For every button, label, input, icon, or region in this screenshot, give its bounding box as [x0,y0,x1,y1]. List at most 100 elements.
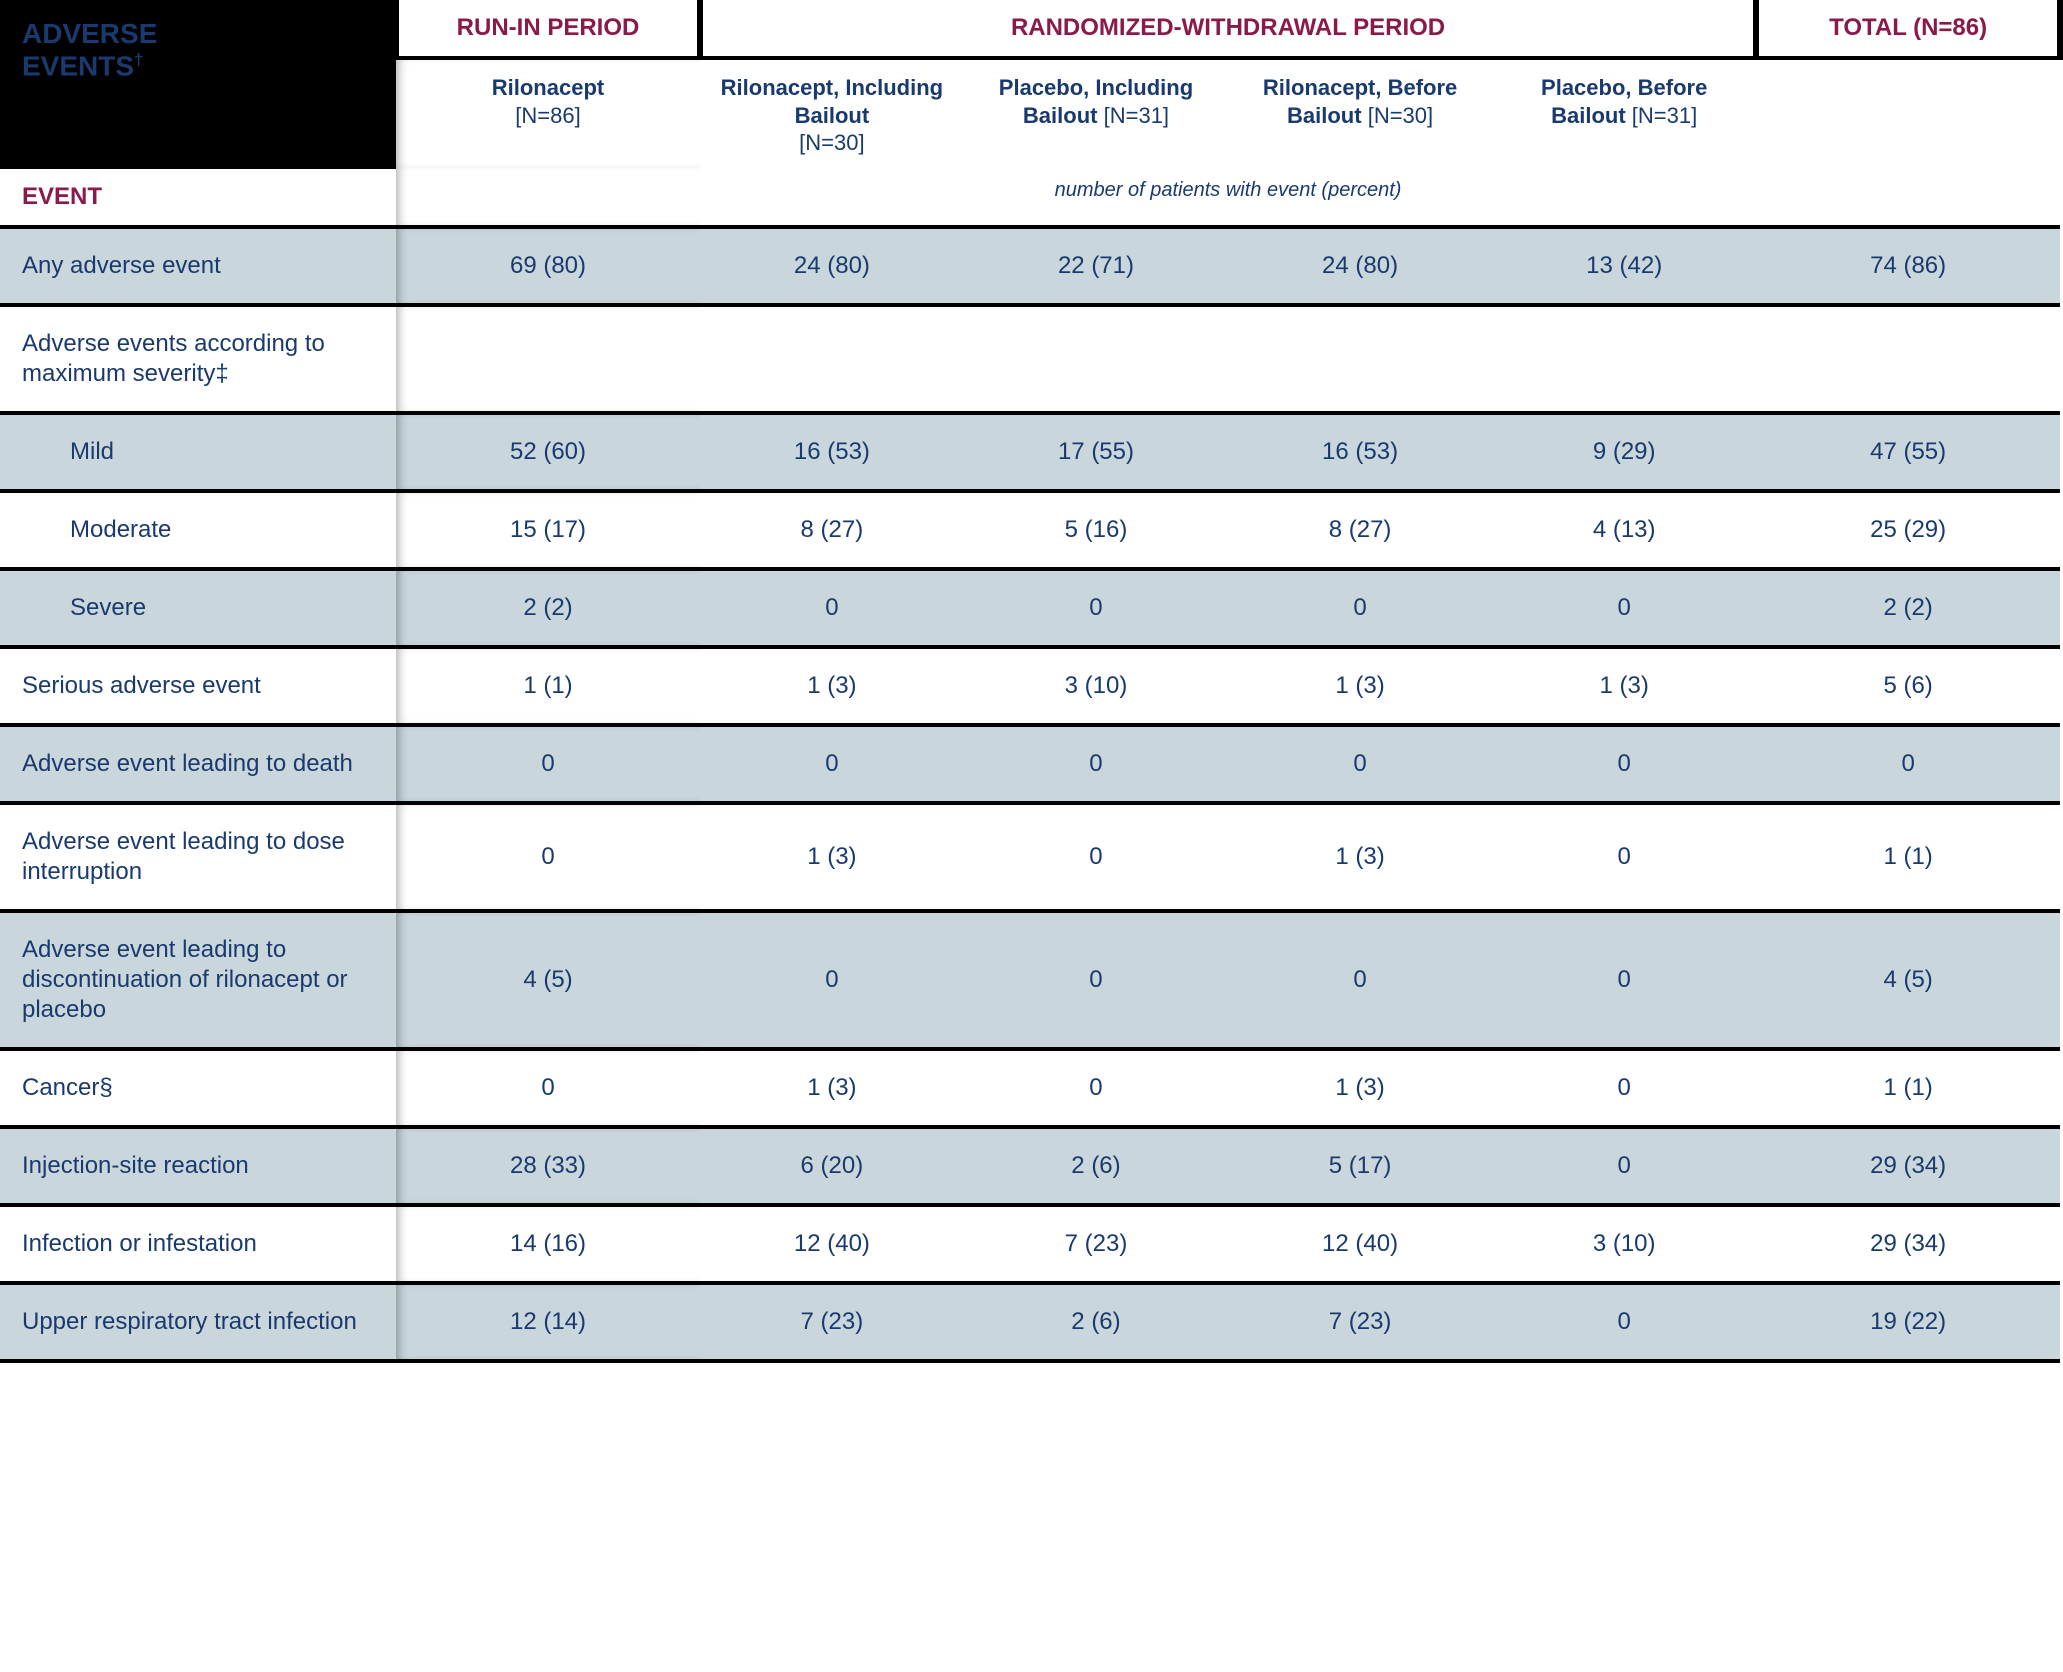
cell-value: 0 [1492,1049,1756,1127]
cell-value: 1 (1) [1756,1049,2060,1127]
table-title: ADVERSE EVENTS† [0,0,396,167]
table-header: ADVERSE EVENTS† RUN-IN PERIOD RANDOMIZED… [0,0,2060,227]
subheader-1: Rilonacept, Including Bailout[N=30] [700,58,964,167]
cell-value: 22 (71) [964,227,1228,305]
cell-value: 19 (22) [1756,1283,2060,1361]
table-row: Mild52 (60)16 (53)17 (55)16 (53)9 (29)47… [0,413,2060,491]
subheader-4: Placebo, Before Bailout [N=31] [1492,58,1756,167]
cell-value: 5 (17) [1228,1127,1492,1205]
cell-value: 0 [1228,725,1492,803]
cell-value: 52 (60) [396,413,700,491]
row-label: Serious adverse event [0,647,396,725]
cell-value: 0 [700,569,964,647]
cell-value: 3 (10) [964,647,1228,725]
title-line1: ADVERSE [22,18,157,49]
cell-value: 1 (1) [396,647,700,725]
row-label: Injection-site reaction [0,1127,396,1205]
cell-value: 69 (80) [396,227,700,305]
row-label: Adverse event leading to dose interrupti… [0,803,396,911]
title-line2: EVENTS [22,51,134,82]
cell-value: 2 (6) [964,1283,1228,1361]
cell-value: 0 [1228,911,1492,1049]
subheader-0: Rilonacept[N=86] [396,58,700,167]
table-row: Adverse event leading to dose interrupti… [0,803,2060,911]
cell-value: 12 (40) [1228,1205,1492,1283]
cell-value: 0 [1492,1283,1756,1361]
row-label: Moderate [0,491,396,569]
cell-value: 3 (10) [1492,1205,1756,1283]
subheader-2: Placebo, Including Bailout [N=31] [964,58,1228,167]
table-row: Adverse event leading to discontinuation… [0,911,2060,1049]
cell-value: 25 (29) [1756,491,2060,569]
cell-value: 2 (2) [396,569,700,647]
cell-value: 0 [1756,725,2060,803]
cell-value: 24 (80) [700,227,964,305]
cell-value: 0 [1492,1127,1756,1205]
cell-value: 6 (20) [700,1127,964,1205]
adverse-events-table: ADVERSE EVENTS† RUN-IN PERIOD RANDOMIZED… [0,0,2063,1363]
cell-value: 0 [964,1049,1228,1127]
cell-value: 1 (3) [700,647,964,725]
cell-value: 5 (16) [964,491,1228,569]
cell-value: 0 [1492,803,1756,911]
table-row: Any adverse event69 (80)24 (80)22 (71)24… [0,227,2060,305]
cell-value: 0 [396,725,700,803]
table-row: Adverse events according to maximum seve… [0,305,2060,413]
table-row: Severe2 (2)00002 (2) [0,569,2060,647]
cell-value: 1 (3) [700,803,964,911]
cell-value: 0 [964,569,1228,647]
cell-value: 4 (5) [396,911,700,1049]
cell-value [1756,305,2060,413]
row-label: Adverse event leading to discontinuation… [0,911,396,1049]
cell-value: 0 [700,911,964,1049]
row-label: Upper respiratory tract infection [0,1283,396,1361]
cell-value: 16 (53) [700,413,964,491]
cell-value: 0 [396,1049,700,1127]
cell-value: 1 (3) [1228,803,1492,911]
col-header-total: TOTAL (N=86) [1756,0,2060,58]
title-sup: † [134,50,143,69]
cell-value: 4 (5) [1756,911,2060,1049]
col-header-randomized-withdrawal: RANDOMIZED-WITHDRAWAL PERIOD [700,0,1756,58]
row-label: Any adverse event [0,227,396,305]
table-body: Any adverse event69 (80)24 (80)22 (71)24… [0,227,2060,1361]
cell-value: 16 (53) [1228,413,1492,491]
cell-value: 47 (55) [1756,413,2060,491]
subheader-total-blank [1756,58,2060,167]
cell-value: 7 (23) [700,1283,964,1361]
row-label: Adverse events according to maximum seve… [0,305,396,413]
cell-value: 24 (80) [1228,227,1492,305]
cell-value: 8 (27) [1228,491,1492,569]
cell-value: 8 (27) [700,491,964,569]
cell-value: 5 (6) [1756,647,2060,725]
cell-value [1492,305,1756,413]
row-label: Infection or infestation [0,1205,396,1283]
table-row: Upper respiratory tract infection12 (14)… [0,1283,2060,1361]
row-label: Severe [0,569,396,647]
cell-value: 0 [1492,725,1756,803]
cell-value: 28 (33) [396,1127,700,1205]
cell-value: 29 (34) [1756,1127,2060,1205]
cell-value: 4 (13) [1492,491,1756,569]
cell-value [700,305,964,413]
cell-value: 9 (29) [1492,413,1756,491]
cell-value: 0 [964,725,1228,803]
cell-value: 7 (23) [1228,1283,1492,1361]
cell-value: 1 (3) [1228,647,1492,725]
cell-value: 29 (34) [1756,1205,2060,1283]
cell-value: 0 [964,911,1228,1049]
table-caption: number of patients with event (percent) [700,167,1756,227]
table-row: Adverse event leading to death000000 [0,725,2060,803]
cell-value: 1 (3) [1492,647,1756,725]
cell-value: 1 (3) [1228,1049,1492,1127]
table-row: Cancer§01 (3)01 (3)01 (1) [0,1049,2060,1127]
cell-value: 74 (86) [1756,227,2060,305]
cell-value: 0 [700,725,964,803]
col-header-runin: RUN-IN PERIOD [396,0,700,58]
cell-value: 1 (3) [700,1049,964,1127]
cell-value: 12 (14) [396,1283,700,1361]
cell-value: 15 (17) [396,491,700,569]
cell-value [1228,305,1492,413]
event-column-label: EVENT [0,167,396,227]
cell-value: 0 [1228,569,1492,647]
